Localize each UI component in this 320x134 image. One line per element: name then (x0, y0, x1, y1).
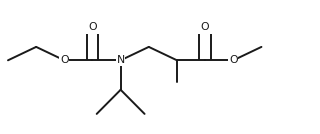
Text: O: O (201, 23, 209, 32)
Text: O: O (60, 55, 68, 65)
Text: O: O (88, 23, 97, 32)
Text: N: N (116, 55, 125, 65)
Text: O: O (229, 55, 237, 65)
